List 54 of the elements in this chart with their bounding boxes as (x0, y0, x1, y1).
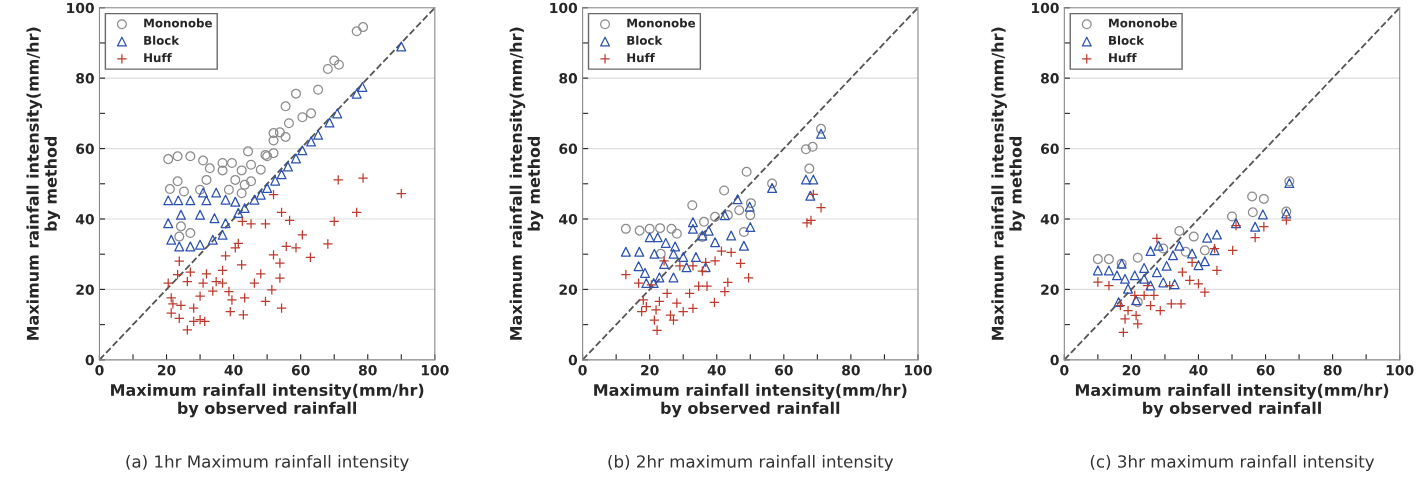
x-tick-label: 60 (291, 364, 310, 376)
x-tick-label: 100 (905, 364, 932, 376)
x-axis-title: Maximum rainfall intensity(mm/hr) by observed rainfall (1075, 383, 1389, 418)
x-tick-label: 80 (358, 364, 377, 376)
y-axis-title: Maximum rainfall intensity(mm/hr) by method (991, 27, 1025, 340)
x-tick-label: 20 (157, 364, 176, 376)
legend-label: Mononobe (1109, 18, 1177, 28)
text: (a) 1hr Maximum rainfall intensity (126, 454, 409, 472)
legend-label: Block (144, 35, 180, 45)
y-tick-label: 0 (1050, 354, 1059, 366)
y-tick-label: 0 (568, 354, 578, 366)
y-tick-label: 100 (67, 2, 94, 14)
legend-label: Huff (1109, 53, 1137, 63)
x-tick-label: 100 (1386, 364, 1414, 376)
x-axis-title: Maximum rainfall intensity(mm/hr) by observed rainfall (594, 383, 907, 418)
legend-label: Block (627, 35, 663, 45)
y-tick-label: 40 (75, 213, 94, 225)
x-tick-label: 60 (775, 364, 793, 376)
y-tick-label: 20 (1041, 284, 1059, 295)
text: (b) 2hr maximum rainfall intensity (608, 454, 894, 472)
y-tick-label: 100 (550, 2, 578, 14)
y-tick-label: 40 (559, 213, 578, 225)
text: (c) 3hr maximum rainfall intensity (1090, 454, 1375, 472)
x-tick-label: 20 (1122, 364, 1141, 376)
y-tick-label: 60 (1041, 143, 1059, 155)
y-tick-label: 60 (76, 143, 94, 155)
x-tick-label: 40 (707, 364, 726, 376)
x-tick-label: 40 (1189, 364, 1208, 376)
x-tick-label: 20 (641, 364, 659, 376)
legend-label: Mononobe (144, 18, 212, 28)
x-tick-label: 80 (842, 364, 860, 376)
y-tick-label: 80 (1040, 73, 1059, 84)
x-tick-label: 0 (578, 364, 587, 376)
x-tick-label: 0 (95, 364, 104, 376)
y-axis-title: Maximum rainfall intensity(mm/hr) by method (26, 27, 61, 340)
y-tick-label: 0 (85, 354, 94, 366)
y-tick-label: 40 (1040, 213, 1059, 225)
x-tick-label: 60 (1256, 364, 1275, 376)
legend-label: Huff (144, 53, 172, 63)
x-axis-title: Maximum rainfall intensity(mm/hr) by observed rainfall (111, 383, 424, 418)
y-tick-label: 60 (559, 143, 578, 155)
x-tick-label: 100 (421, 364, 449, 376)
y-tick-label: 100 (1032, 2, 1059, 14)
x-tick-label: 40 (224, 364, 243, 376)
y-axis-title: Maximum rainfall intensity(mm/hr) by method (509, 27, 544, 340)
y-tick-label: 20 (76, 284, 94, 295)
y-tick-label: 80 (76, 73, 94, 84)
legend-label: Huff (627, 53, 655, 63)
x-tick-label: 0 (1060, 364, 1069, 376)
x-tick-label: 80 (1323, 364, 1342, 376)
y-tick-label: 80 (559, 73, 578, 84)
y-tick-label: 20 (559, 284, 578, 295)
legend-label: Mononobe (627, 18, 696, 28)
legend-label: Block (1109, 35, 1145, 45)
